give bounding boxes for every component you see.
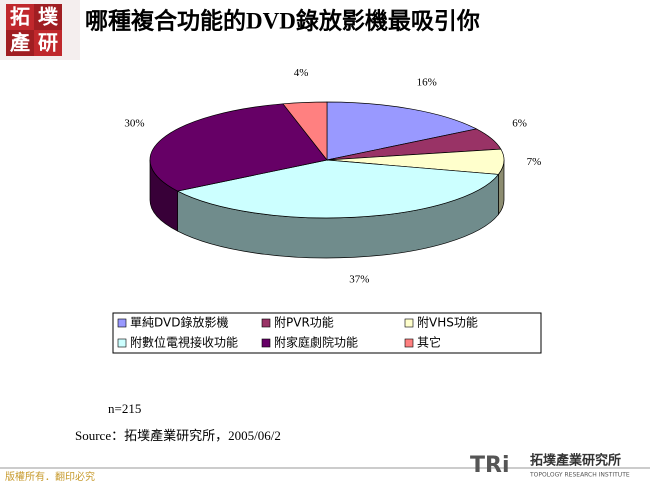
data-label: 7%: [527, 156, 542, 168]
legend-label: 附家庭劇院功能: [274, 335, 358, 350]
legend-swatch: [117, 338, 127, 348]
legend-swatch: [261, 318, 271, 328]
slice-top: [326, 101, 478, 161]
logo-char: 產: [10, 31, 30, 55]
legend-swatch: [261, 338, 271, 348]
brand: TRi: [470, 453, 510, 478]
data-label: 37%: [349, 274, 369, 286]
company: 拓墣產業研究所: [530, 453, 621, 469]
legend-swatch: [117, 318, 127, 328]
legend-label: 附VHS功能: [417, 316, 478, 330]
logo-box: [6, 4, 34, 30]
logo-char: 拓: [10, 5, 30, 29]
logo-box: [34, 30, 62, 56]
logo: 拓 墣 產 研: [6, 4, 62, 56]
legend-label: 附數位電視接收功能: [130, 335, 238, 350]
slice: [326, 101, 478, 161]
source-note: Source：拓墣產業研究所，2005/06/2: [75, 428, 281, 443]
legend-label: 附PVR功能: [274, 316, 334, 330]
slice-top: [149, 103, 328, 192]
logo-box: [6, 30, 34, 56]
slice: [282, 101, 328, 162]
slice: [149, 103, 328, 232]
logo-char: 研: [38, 31, 58, 55]
data-label: 16%: [417, 76, 437, 88]
data-label: 4%: [294, 67, 309, 79]
legend-box: [112, 312, 542, 354]
legend-label: 其它: [417, 335, 441, 350]
chart-title: 哪種複合功能的DVD錄放影機最吸引你: [85, 7, 480, 33]
company-en: TOPOLOGY RESEARCH INSTITUTE: [529, 472, 630, 479]
sample-note: n=215: [108, 401, 141, 416]
pie: 16% 6% 7% 37% 30% 4%: [124, 67, 541, 286]
legend-swatch: [404, 338, 414, 348]
legend-label: 單純DVD錄放影機: [130, 315, 228, 330]
slice-top: [282, 101, 328, 162]
logo-box: [34, 4, 62, 30]
legend-swatch: [404, 318, 414, 328]
copyright: 版權所有．翻印必究: [5, 470, 95, 483]
data-label: 6%: [512, 118, 527, 130]
logo-char: 墣: [38, 5, 59, 29]
data-label: 30%: [124, 118, 144, 130]
